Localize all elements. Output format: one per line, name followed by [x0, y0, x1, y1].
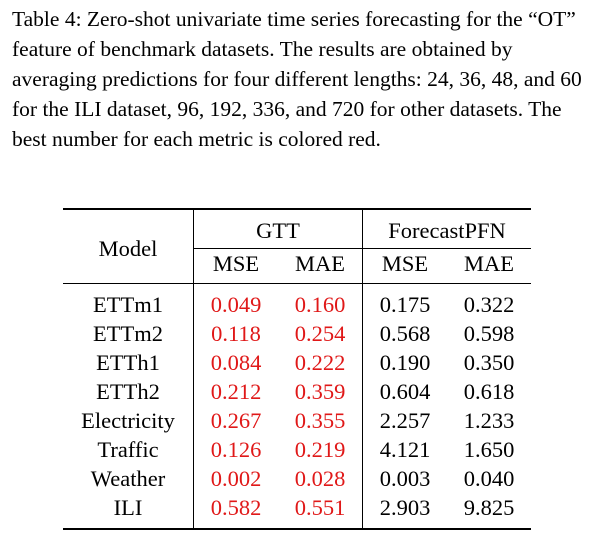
pfn-mae-cell: 0.618: [463, 378, 515, 404]
table-row: Traffic 0.126 0.219 4.121 1.650: [63, 435, 531, 464]
row-model-name: ILI: [63, 493, 194, 529]
gtt-mse-cell: 0.212: [210, 378, 262, 404]
gtt-mae-cell: 0.551: [278, 493, 363, 529]
gtt-mse-cell: 0.582: [210, 494, 262, 520]
table-row: Electricity 0.267 0.355 2.257 1.233: [63, 406, 531, 435]
pfn-mse-cell: 0.568: [379, 320, 431, 346]
row-model-name: ETTm1: [63, 283, 194, 319]
pfn-mae-cell: 0.598: [463, 320, 515, 346]
table-row: ETTm2 0.118 0.254 0.568 0.598: [63, 319, 531, 348]
gtt-mse-cell: 0.049: [193, 283, 278, 319]
gtt-mae-cell: 0.219: [278, 435, 363, 464]
pfn-mae-cell: 0.040: [463, 465, 515, 491]
table-row: Weather 0.002 0.028 0.003 0.040: [63, 464, 531, 493]
metric-header-pfn-mae: MAE: [464, 251, 514, 276]
pfn-mse-cell: 0.003: [379, 465, 431, 491]
results-table-wrapper: Model GTT ForecastPFN MSE MAE MSE MAE ET…: [63, 208, 531, 530]
gtt-mse-cell: 0.002: [210, 465, 262, 491]
gtt-mse-cell: 0.118: [211, 320, 261, 346]
row-model-name: Traffic: [63, 435, 194, 464]
group-header-forecastpfn: ForecastPFN: [362, 209, 531, 249]
table-row: ETTm1 0.049 0.160 0.175 0.322: [63, 283, 531, 319]
gtt-mae-cell: 0.359: [278, 377, 363, 406]
row-model-name: Weather: [63, 464, 194, 493]
pfn-mae-cell: 0.322: [447, 283, 531, 319]
metric-header-gtt-mae: MAE: [278, 248, 363, 284]
group-header-gtt: GTT: [193, 209, 363, 249]
row-model-name: ETTh2: [63, 377, 194, 406]
gtt-mse-cell: 0.267: [210, 407, 262, 433]
gtt-mse-cell: 0.126: [210, 436, 262, 462]
row-model-name: ETTm2: [63, 319, 194, 348]
table-row: ETTh1 0.084 0.222 0.190 0.350: [63, 348, 531, 377]
metric-header-pfn-mse: MSE: [381, 251, 429, 276]
pfn-mse-cell: 2.257: [379, 407, 431, 433]
header-row-metrics: MSE MAE MSE MAE: [63, 248, 531, 284]
gtt-mse-cell: 0.084: [210, 349, 262, 375]
table-row: ETTh2 0.212 0.359 0.604 0.618: [63, 377, 531, 406]
row-model-name: ETTh1: [63, 348, 194, 377]
pfn-mse-cell: 0.175: [362, 283, 447, 319]
results-table: Model GTT ForecastPFN MSE MAE MSE MAE ET…: [63, 208, 531, 530]
pfn-mse-cell: 0.190: [379, 349, 431, 375]
pfn-mse-cell: 4.121: [379, 436, 431, 462]
table-row: ILI 0.582 0.551 2.903 9.825: [63, 493, 531, 529]
row-model-name: Electricity: [63, 406, 194, 435]
header-row-groups: Model GTT ForecastPFN: [63, 209, 531, 284]
gtt-mae-cell: 0.254: [278, 319, 363, 348]
gtt-mae-cell: 0.028: [278, 464, 363, 493]
gtt-mae-cell: 0.160: [278, 283, 363, 319]
pfn-mse-cell: 0.604: [379, 378, 431, 404]
metric-header-gtt-mse: MSE: [212, 251, 260, 276]
pfn-mae-cell: 1.650: [463, 436, 515, 462]
pfn-mae-cell: 9.825: [463, 494, 515, 520]
pfn-mae-cell: 0.350: [463, 349, 515, 375]
pfn-mae-cell: 1.233: [463, 407, 515, 433]
gtt-mae-cell: 0.355: [278, 406, 363, 435]
table-caption: Table 4: Zero-shot univariate time serie…: [12, 7, 582, 151]
model-header: Model: [63, 209, 194, 284]
pfn-mse-cell: 2.903: [379, 494, 431, 520]
gtt-mae-cell: 0.222: [278, 348, 363, 377]
